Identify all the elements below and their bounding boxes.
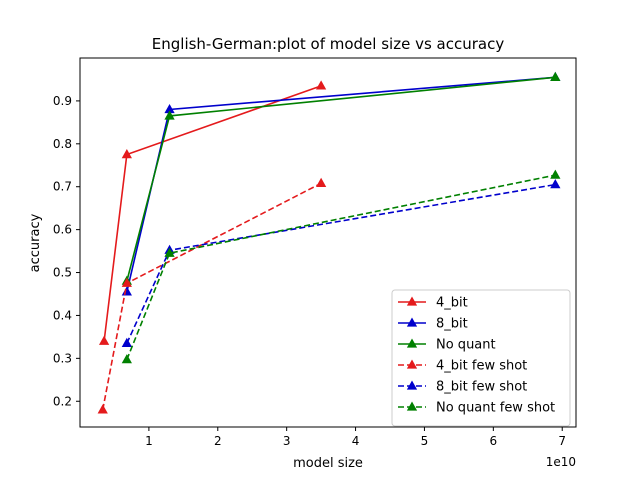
data-point <box>164 110 175 120</box>
y-axis-label: accuracy <box>28 213 43 272</box>
data-point <box>121 149 132 159</box>
legend-marker <box>406 359 418 369</box>
x-tick-label: 7 <box>558 434 566 448</box>
legend-item: 4_bit <box>398 296 468 311</box>
series-line <box>126 174 556 360</box>
series-no-quant-few-shot <box>121 169 561 364</box>
legend-marker <box>406 338 418 348</box>
legend-item: 8_bit few shot <box>398 380 527 395</box>
y-axis-ticks: 0.2 0.3 0.4 0.5 0.6 0.7 0.8 0.9 <box>53 94 80 408</box>
data-point <box>121 286 132 296</box>
x-axis-label: model size <box>293 456 363 471</box>
data-point <box>98 335 110 345</box>
y-tick-label: 0.2 <box>53 394 72 408</box>
data-point <box>164 247 175 257</box>
x-axis-scale-label: 1e10 <box>546 455 576 469</box>
legend-item: No quant few shot <box>398 401 555 416</box>
data-point <box>121 277 132 287</box>
legend-label: No quant <box>436 338 496 353</box>
series-line <box>126 76 556 293</box>
plot-frame <box>79 57 577 428</box>
y-tick-label: 0.6 <box>53 223 72 237</box>
data-point <box>121 354 132 364</box>
legend-label: 8_bit <box>436 317 468 332</box>
data-point <box>550 169 561 179</box>
x-tick-label: 6 <box>490 434 498 448</box>
series-line <box>101 182 322 410</box>
data-point <box>315 177 327 187</box>
legend-box <box>391 289 571 427</box>
chart-title: English-German:plot of model size vs acc… <box>152 35 505 53</box>
y-tick-label: 0.3 <box>53 351 72 365</box>
legend-label: 8_bit few shot <box>436 380 527 395</box>
data-point <box>121 337 132 347</box>
legend-item: 4_bit few shot <box>398 359 527 374</box>
series-line <box>103 85 322 342</box>
series-4_bit-few-shot <box>97 177 327 414</box>
legend-label: 4_bit few shot <box>436 359 527 374</box>
data-point <box>315 80 327 90</box>
data-point <box>550 179 561 189</box>
y-tick-label: 0.8 <box>53 137 72 151</box>
legend-marker <box>406 317 418 327</box>
legend-label: No quant few shot <box>436 401 555 416</box>
legend-marker <box>406 401 418 411</box>
legend-item: No quant <box>398 338 496 353</box>
legend-marker <box>406 380 418 390</box>
y-tick-label: 0.7 <box>53 180 72 194</box>
y-tick-label: 0.5 <box>53 266 72 280</box>
x-tick-label: 1 <box>145 434 153 448</box>
legend-marker <box>406 296 418 306</box>
legend-item: 8_bit <box>398 317 468 332</box>
data-point <box>97 404 108 414</box>
x-tick-label: 2 <box>214 434 222 448</box>
x-tick-label: 5 <box>421 434 429 448</box>
series-no-quant <box>121 71 561 285</box>
plot-content <box>97 71 561 414</box>
data-point <box>550 71 561 81</box>
legend: 4_bit 8_bit No quant 4_bit few shot 8_bit fe… <box>391 289 571 427</box>
legend-label: 4_bit <box>436 296 468 311</box>
y-tick-label: 0.4 <box>53 308 72 322</box>
x-axis-ticks: 1 2 3 4 5 6 7 <box>145 427 566 448</box>
series-4_bit <box>98 80 327 345</box>
x-tick-label: 4 <box>352 434 360 448</box>
x-tick-label: 3 <box>283 434 291 448</box>
y-tick-label: 0.9 <box>53 94 72 108</box>
series-8_bit <box>121 71 561 296</box>
